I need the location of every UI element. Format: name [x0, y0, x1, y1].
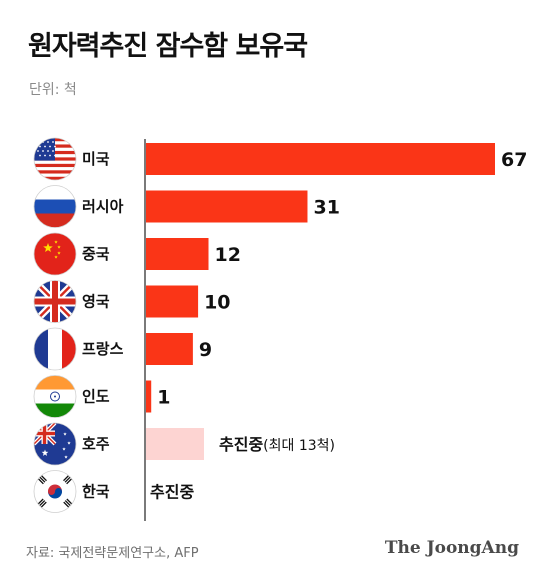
bar — [146, 285, 199, 318]
planned-bar — [146, 428, 204, 460]
annotation-label: 추진중(최대 13척) — [219, 435, 335, 454]
australia-flag-icon — [34, 423, 76, 465]
bar — [146, 190, 308, 223]
bar — [146, 333, 193, 365]
chart-title: 원자력추진 잠수함 보유국 — [28, 31, 308, 62]
source-note: 자료: 국제전략문제연구소, AFP — [26, 546, 199, 561]
annotation-label: 추진중 — [150, 483, 194, 502]
bar — [146, 143, 495, 175]
category-label: 영국 — [82, 293, 110, 311]
category-label: 프랑스 — [82, 340, 124, 358]
data-label: 1 — [157, 387, 170, 409]
uk-flag-icon — [34, 280, 76, 323]
india-flag-icon — [34, 375, 76, 418]
china-flag-icon — [34, 233, 76, 275]
data-label: 12 — [215, 244, 241, 266]
unit-label: 단위: 척 — [29, 82, 77, 98]
category-label: 호주 — [82, 435, 110, 453]
brand-logo: The JoongAng — [384, 538, 519, 558]
data-label: 31 — [313, 197, 339, 219]
bar — [146, 380, 152, 413]
category-label: 한국 — [82, 483, 110, 501]
data-label: 9 — [199, 339, 212, 361]
bar — [146, 238, 209, 270]
category-label: 미국 — [82, 150, 110, 168]
data-label: 10 — [204, 292, 230, 314]
korea-flag-icon — [34, 470, 76, 513]
data-label: 67 — [501, 149, 527, 171]
category-label: 인도 — [82, 388, 110, 406]
france-flag-icon — [34, 328, 76, 370]
usa-flag-icon — [34, 138, 76, 180]
category-label: 중국 — [82, 245, 110, 263]
russia-flag-icon — [34, 185, 76, 228]
category-label: 러시아 — [82, 198, 124, 216]
